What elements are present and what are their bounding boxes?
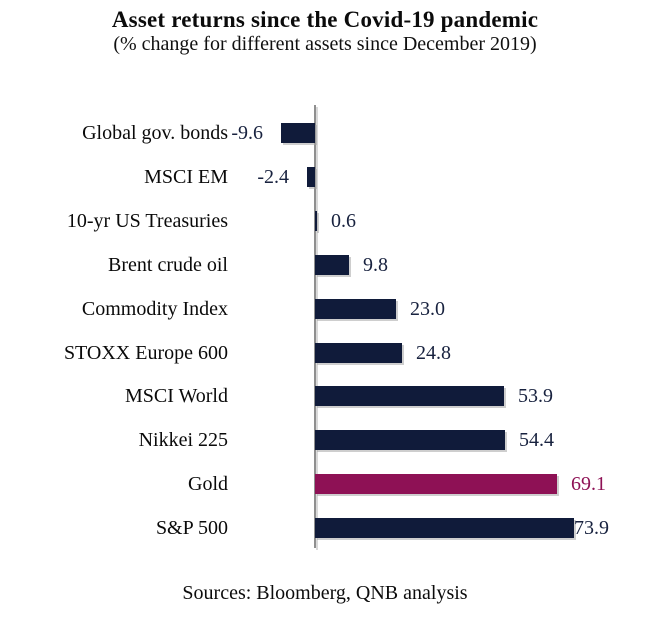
chart-row: Brent crude oil 9.8: [0, 243, 650, 287]
value-label: -9.6: [231, 122, 263, 144]
value-label: 24.8: [416, 342, 451, 364]
value-label: 0.6: [331, 210, 356, 232]
category-label: Brent crude oil: [108, 254, 228, 276]
chart-row: Global gov. bonds -9.6: [0, 111, 650, 155]
chart-row: Nikkei 225 54.4: [0, 418, 650, 462]
source-note: Sources: Bloomberg, QNB analysis: [182, 582, 468, 604]
bar: [315, 211, 317, 231]
bar: [315, 518, 574, 538]
bar-highlighted: [315, 474, 557, 494]
chart-row: MSCI EM -2.4: [0, 155, 650, 199]
value-label: -2.4: [257, 166, 289, 188]
bar: [315, 343, 402, 363]
value-label: 23.0: [410, 298, 445, 320]
bar: [307, 167, 315, 187]
chart-row: Gold 69.1: [0, 462, 650, 506]
category-label: MSCI World: [124, 385, 228, 407]
chart-title: Asset returns since the Covid-19 pandemi…: [111, 7, 539, 32]
category-label: Nikkei 225: [138, 429, 228, 451]
category-label: S&P 500: [155, 517, 228, 539]
bar: [315, 299, 396, 319]
chart-row: S&P 500 73.9: [0, 506, 650, 550]
bar: [315, 430, 505, 450]
baseline-axis: [314, 105, 316, 548]
category-label: Commodity Index: [81, 298, 228, 320]
bar: [315, 255, 349, 275]
value-label: 69.1: [571, 473, 606, 495]
category-label: Global gov. bonds: [82, 122, 228, 144]
category-label: STOXX Europe 600: [63, 342, 228, 364]
chart-subtitle: (% change for different assets since Dec…: [113, 33, 537, 55]
value-label: 53.9: [518, 385, 553, 407]
bar: [315, 386, 504, 406]
chart-row: 10-yr US Treasuries 0.6: [0, 199, 650, 243]
bar: [281, 123, 315, 143]
chart-row: MSCI World 53.9: [0, 374, 650, 418]
value-label: 54.4: [519, 429, 554, 451]
category-label: 10-yr US Treasuries: [66, 210, 228, 232]
value-label: 73.9: [574, 517, 609, 539]
category-label: Gold: [188, 473, 228, 495]
value-label: 9.8: [363, 254, 388, 276]
chart-row: STOXX Europe 600 24.8: [0, 331, 650, 375]
chart-row: Commodity Index 23.0: [0, 287, 650, 331]
category-label: MSCI EM: [144, 166, 228, 188]
